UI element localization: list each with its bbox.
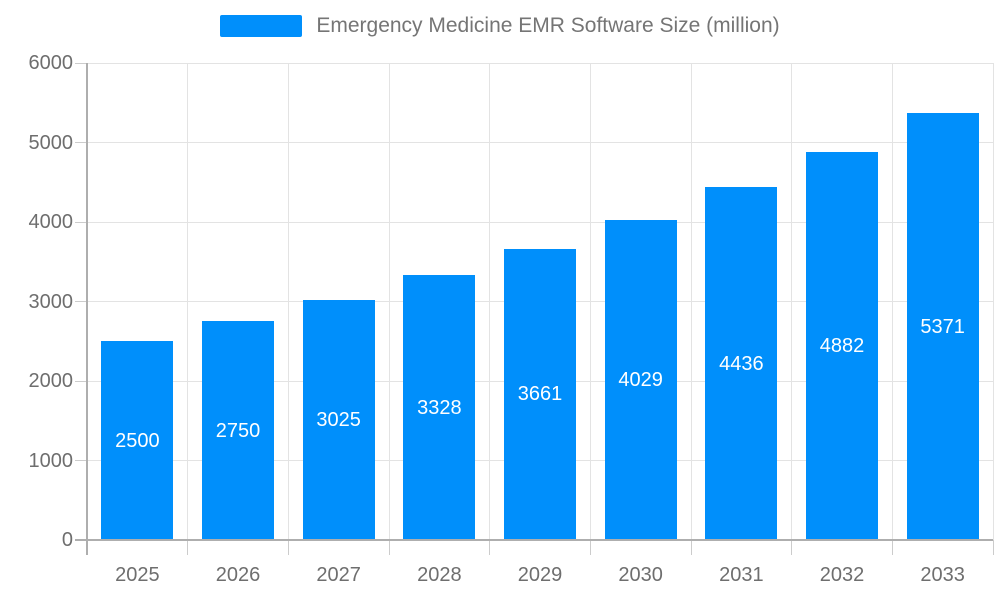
y-axis-label: 5000 — [28, 131, 74, 154]
gridline-vertical — [187, 63, 189, 540]
y-axis-tick — [75, 221, 87, 223]
y-axis-tick — [75, 142, 87, 143]
y-axis-tick — [75, 380, 87, 382]
gridline-horizontal — [87, 62, 993, 64]
gridline-vertical — [589, 63, 591, 540]
x-axis-label: 2027 — [316, 564, 361, 586]
x-axis-tick — [791, 540, 793, 555]
gridline-vertical — [690, 63, 692, 540]
gridline-vertical — [891, 63, 893, 540]
bar-2031[interactable] — [705, 187, 778, 540]
y-axis-label: 0 — [61, 529, 73, 551]
y-axis-tick — [75, 62, 87, 64]
bar-2029[interactable] — [504, 248, 576, 540]
y-axis-label: 3000 — [28, 290, 74, 313]
gridline-vertical — [992, 63, 994, 540]
y-axis-label: 6000 — [28, 52, 74, 74]
y-axis-tick — [75, 460, 87, 461]
x-axis-label: 2033 — [920, 564, 965, 586]
legend-item[interactable]: Emergency Medicine EMR Software Size (mi… — [0, 14, 1000, 38]
x-axis-label: 2025 — [115, 564, 160, 586]
x-axis-label: 2028 — [417, 564, 462, 586]
bar-2025[interactable] — [101, 341, 174, 540]
gridline-vertical — [489, 63, 491, 540]
x-axis-tick — [388, 540, 390, 555]
x-axis-tick — [992, 540, 994, 555]
bar-2030[interactable] — [604, 219, 677, 540]
x-axis-tick — [287, 540, 289, 555]
gridline-vertical — [791, 63, 793, 540]
bar-2033[interactable] — [906, 113, 979, 540]
x-axis-label: 2032 — [819, 564, 865, 586]
x-axis-label: 2026 — [215, 564, 261, 586]
x-axis-tick — [589, 540, 591, 555]
bar-2028[interactable] — [403, 275, 476, 540]
gridline-vertical — [388, 63, 390, 540]
x-axis-tick — [690, 540, 692, 555]
x-axis-label: 2031 — [719, 564, 764, 586]
bar-2027[interactable] — [302, 299, 375, 540]
x-axis-label: 2030 — [618, 564, 663, 586]
legend-label: Emergency Medicine EMR Software Size (mi… — [316, 14, 780, 37]
bar-2026[interactable] — [202, 321, 274, 540]
gridline-vertical — [287, 63, 289, 540]
y-axis-label: 4000 — [28, 211, 74, 233]
gridline-horizontal — [87, 142, 993, 143]
y-axis-label: 2000 — [28, 370, 74, 392]
y-axis-line — [86, 63, 88, 555]
x-axis-label: 2029 — [517, 564, 563, 586]
bar-2032[interactable] — [806, 151, 878, 540]
y-axis-label: 1000 — [28, 449, 74, 472]
gridline-horizontal — [87, 221, 993, 223]
x-axis-line — [75, 539, 993, 541]
x-axis-tick — [891, 540, 893, 555]
x-axis-tick — [187, 540, 189, 555]
y-axis-tick — [75, 301, 87, 302]
legend-swatch — [220, 15, 303, 37]
x-axis-tick — [489, 540, 491, 555]
